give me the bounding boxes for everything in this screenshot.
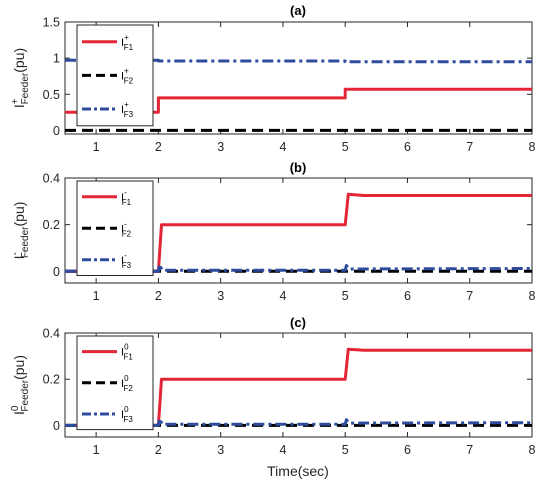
panel-c-x-tick-label: 8: [529, 443, 536, 457]
panel-a-legend-label-f1: I+ F1: [121, 33, 134, 52]
panel-b: (b) 1 2 3 4 5 6 7 800.20.4I-Feeder(pu)I-F1I-F2I…: [10, 160, 536, 303]
panel-c-x-tick-label: 5: [342, 443, 349, 457]
panel-b-legend-label-f1: I-F1: [121, 188, 132, 207]
panel-c-x-tick-label: 3: [217, 443, 224, 457]
panel-b-x-tick-label: 1: [93, 289, 100, 303]
panel-b-x-tick-label: 2: [155, 289, 162, 303]
panel-a: (a) 1 2 3 4 5 6 7 8 0 0.5 1 1.5 I+Feeder(pu) I+ F1 I+ F2…: [10, 3, 536, 154]
panel-a-x-tick-label: 3: [217, 140, 224, 154]
panel-a-y-axis-label: I+Feeder(pu): [10, 48, 31, 108]
panel-b-legend-label-f3: I-F3: [121, 251, 132, 270]
panel-b-series-f3-line: [65, 262, 532, 273]
panel-a-series-f3-line: [65, 58, 532, 64]
panel-b-y-tick-label: 0.4: [43, 172, 60, 186]
panel-a-legend: I+ F1 I+ F2 I+ F3: [76, 24, 154, 127]
panel-a-x-tick-label: 6: [404, 140, 411, 154]
panel-c-y-tick-label: 0.4: [43, 327, 60, 341]
panel-c-title: (c): [290, 315, 306, 330]
panel-a-x-tick-label: 1: [93, 140, 100, 154]
panel-c-series-f3-line: [65, 417, 532, 427]
panel-b-y-axis-label: I-Feeder(pu): [10, 202, 31, 260]
panel-c-y-tick-label: 0: [53, 419, 60, 433]
panel-b-title: (b): [290, 160, 307, 175]
panel-b-x-tick-label: 4: [279, 289, 286, 303]
panel-a-title: (a): [290, 3, 306, 18]
panel-c-legend: I0 F1 I0 F2 I0 F3: [76, 335, 154, 431]
panel-c-x-tick-label: 7: [466, 443, 473, 457]
panel-a-x-tick-label: 5: [342, 140, 349, 154]
panel-a-y-tick-label: 1: [53, 52, 60, 66]
panel-b-y-tick-label: 0.2: [43, 218, 60, 232]
panel-c-legend-label-f3: I0 F3: [121, 405, 133, 424]
panel-b-legend-label-f2: I-F2: [121, 219, 132, 238]
panel-b-x-tick-label: 8: [529, 289, 536, 303]
panel-a-x-tick-label: 8: [529, 140, 536, 154]
panel-c-x-tick-label: 4: [279, 443, 286, 457]
panel-a-legend-label-f2: I+ F2: [121, 66, 134, 85]
panel-c-x-tick-label: 6: [404, 443, 411, 457]
panel-a-x-tick-label: 2: [155, 140, 162, 154]
panel-c-x-tick-label: 1: [93, 443, 100, 457]
panel-c-legend-label-f2: I0 F2: [121, 374, 133, 393]
panel-b-x-tick-label: 6: [404, 289, 411, 303]
panel-b-legend: I-F1 I-F2 I-F3: [76, 180, 154, 276]
panel-a-y-tick-label: 0.5: [43, 88, 60, 102]
panel-b-x-tick-label: 3: [217, 289, 224, 303]
panel-b-x-tick-label: 5: [342, 289, 349, 303]
panel-a-y-tick-label: 1.5: [43, 16, 60, 30]
x-axis-label: Time(sec): [267, 463, 329, 479]
panel-b-y-tick-label: 0: [53, 265, 60, 279]
panel-c-legend-label-f1: I0 F1: [121, 343, 133, 362]
panel-c-y-tick-label: 0.2: [43, 373, 60, 387]
panel-c-y-axis-label: I0Feeder(pu): [10, 355, 31, 415]
panel-b-x-tick-label: 7: [466, 289, 473, 303]
panel-c-x-tick-label: 2: [155, 443, 162, 457]
panel-a-x-tick-label: 4: [279, 140, 286, 154]
panel-a-legend-label-f3: I+ F3: [121, 100, 134, 119]
panel-a-y-tick-label: 0: [53, 124, 60, 138]
panel-a-x-tick-label: 7: [466, 140, 473, 154]
